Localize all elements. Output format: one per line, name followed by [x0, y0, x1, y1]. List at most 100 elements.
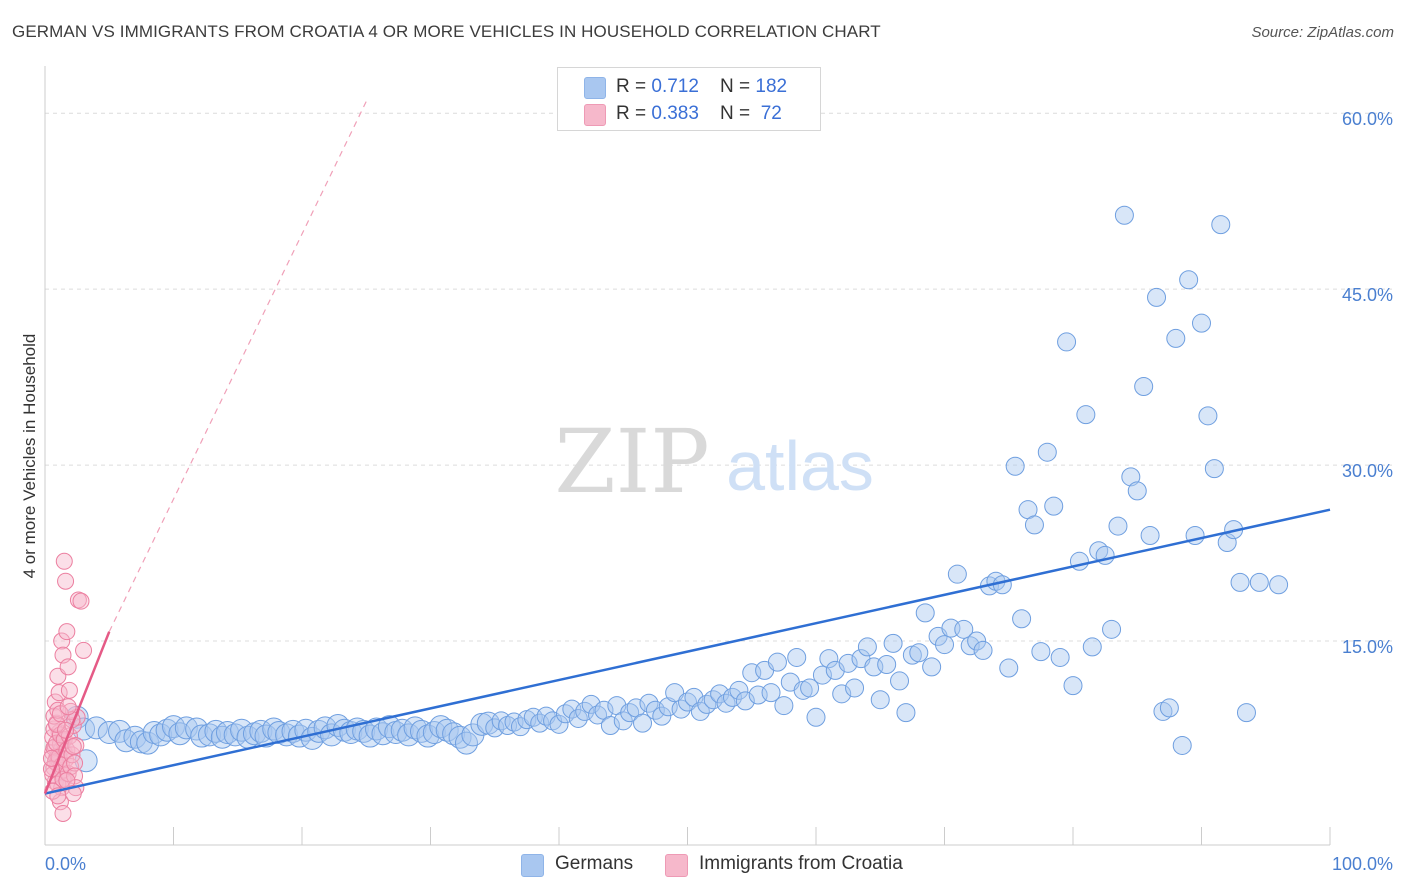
point-germans	[84, 716, 108, 740]
point-germans	[1166, 328, 1186, 348]
point-germans	[652, 706, 672, 726]
point-germans	[883, 633, 903, 653]
point-germans	[410, 719, 434, 743]
y-tick-label: 45.0%	[1342, 285, 1393, 305]
point-germans	[1269, 575, 1289, 595]
point-germans	[690, 701, 710, 721]
point-germans	[819, 649, 839, 669]
point-germans	[230, 718, 254, 742]
point-germans	[136, 731, 160, 755]
point-germans	[1114, 205, 1134, 225]
point-germans	[922, 657, 942, 677]
point-germans	[896, 703, 916, 723]
point-croatia	[59, 765, 77, 783]
tick-labels: 15.0% 30.0% 45.0% 60.0% 0.0% 100.0%	[45, 109, 1393, 874]
point-germans	[162, 715, 185, 739]
point-germans	[1153, 701, 1173, 721]
point-germans	[1172, 735, 1192, 755]
point-germans	[877, 655, 897, 675]
legend-r-value: 0.383	[651, 103, 699, 124]
chart-title: GERMAN VS IMMIGRANTS FROM CROATIA 4 OR M…	[12, 22, 881, 41]
point-germans	[665, 683, 685, 703]
point-germans	[935, 635, 954, 655]
point-germans	[774, 696, 794, 716]
point-germans	[1031, 642, 1051, 662]
point-germans	[190, 724, 214, 748]
point-germans	[155, 718, 179, 742]
point-germans	[1204, 459, 1224, 479]
point-germans	[973, 640, 993, 660]
y-tick-label: 15.0%	[1342, 637, 1393, 657]
point-germans	[633, 713, 653, 733]
y-axis-label: 4 or more Vehicles in Household	[20, 334, 39, 579]
point-germans	[1012, 609, 1032, 629]
point-germans	[967, 631, 987, 651]
point-croatia	[72, 592, 90, 610]
point-germans	[97, 721, 121, 745]
x-tick-label: 0.0%	[45, 854, 86, 874]
point-germans	[639, 693, 659, 713]
point-germans	[1134, 377, 1154, 397]
point-germans	[992, 575, 1012, 595]
trend-lines	[43, 101, 1331, 795]
point-germans	[1179, 270, 1199, 290]
point-germans	[671, 699, 691, 719]
point-germans	[1121, 467, 1141, 487]
point-germans	[947, 564, 967, 584]
point-germans	[1211, 215, 1231, 235]
point-croatia	[55, 552, 73, 570]
point-croatia	[54, 804, 72, 822]
point-germans	[403, 716, 427, 740]
point-germans	[149, 723, 173, 747]
trend-line-croatia-extension	[108, 101, 367, 632]
point-croatia	[50, 684, 68, 702]
point-germans	[123, 725, 147, 749]
trend-line-germans	[44, 508, 1331, 795]
series-croatia-points	[42, 552, 93, 822]
point-germans	[915, 603, 935, 623]
legend-swatch-germans	[584, 77, 606, 99]
point-croatia	[53, 632, 71, 650]
y-tick-label: 60.0%	[1342, 109, 1393, 129]
point-germans	[1044, 496, 1064, 516]
point-germans	[1108, 516, 1128, 536]
point-germans	[870, 690, 890, 710]
point-germans	[735, 691, 755, 711]
point-germans	[999, 658, 1019, 678]
point-germans	[254, 724, 278, 748]
point-germans	[832, 684, 852, 704]
point-germans	[954, 619, 974, 639]
x-tick-label: 100.0%	[1332, 854, 1393, 874]
bottom-legend-swatch-germans	[521, 854, 544, 877]
point-germans	[1127, 481, 1147, 501]
point-germans	[761, 683, 781, 703]
y-tick-label: 30.0%	[1342, 461, 1393, 481]
point-germans	[1236, 703, 1256, 723]
trend-line-croatia	[43, 631, 111, 795]
point-germans	[710, 684, 730, 704]
point-croatia	[64, 738, 82, 756]
point-germans	[1102, 619, 1122, 639]
point-germans	[429, 715, 453, 739]
point-germans	[435, 718, 459, 742]
point-croatia	[60, 681, 78, 699]
point-germans	[890, 671, 910, 691]
point-germans	[549, 714, 569, 734]
point-germans	[397, 723, 421, 747]
point-germans	[1057, 332, 1077, 352]
point-germans	[416, 724, 440, 748]
point-germans	[510, 717, 530, 737]
point-germans	[1159, 698, 1179, 718]
point-croatia	[57, 572, 75, 590]
point-germans	[767, 652, 787, 672]
point-germans	[812, 665, 832, 685]
legend-n-value: 72	[755, 103, 782, 124]
point-germans	[729, 680, 749, 700]
point-croatia	[59, 658, 77, 676]
point-germans	[575, 701, 595, 721]
point-germans	[1037, 442, 1057, 462]
point-germans	[1063, 676, 1083, 696]
point-germans	[845, 678, 865, 698]
grid-lines	[45, 112, 1392, 642]
point-croatia	[48, 715, 66, 733]
